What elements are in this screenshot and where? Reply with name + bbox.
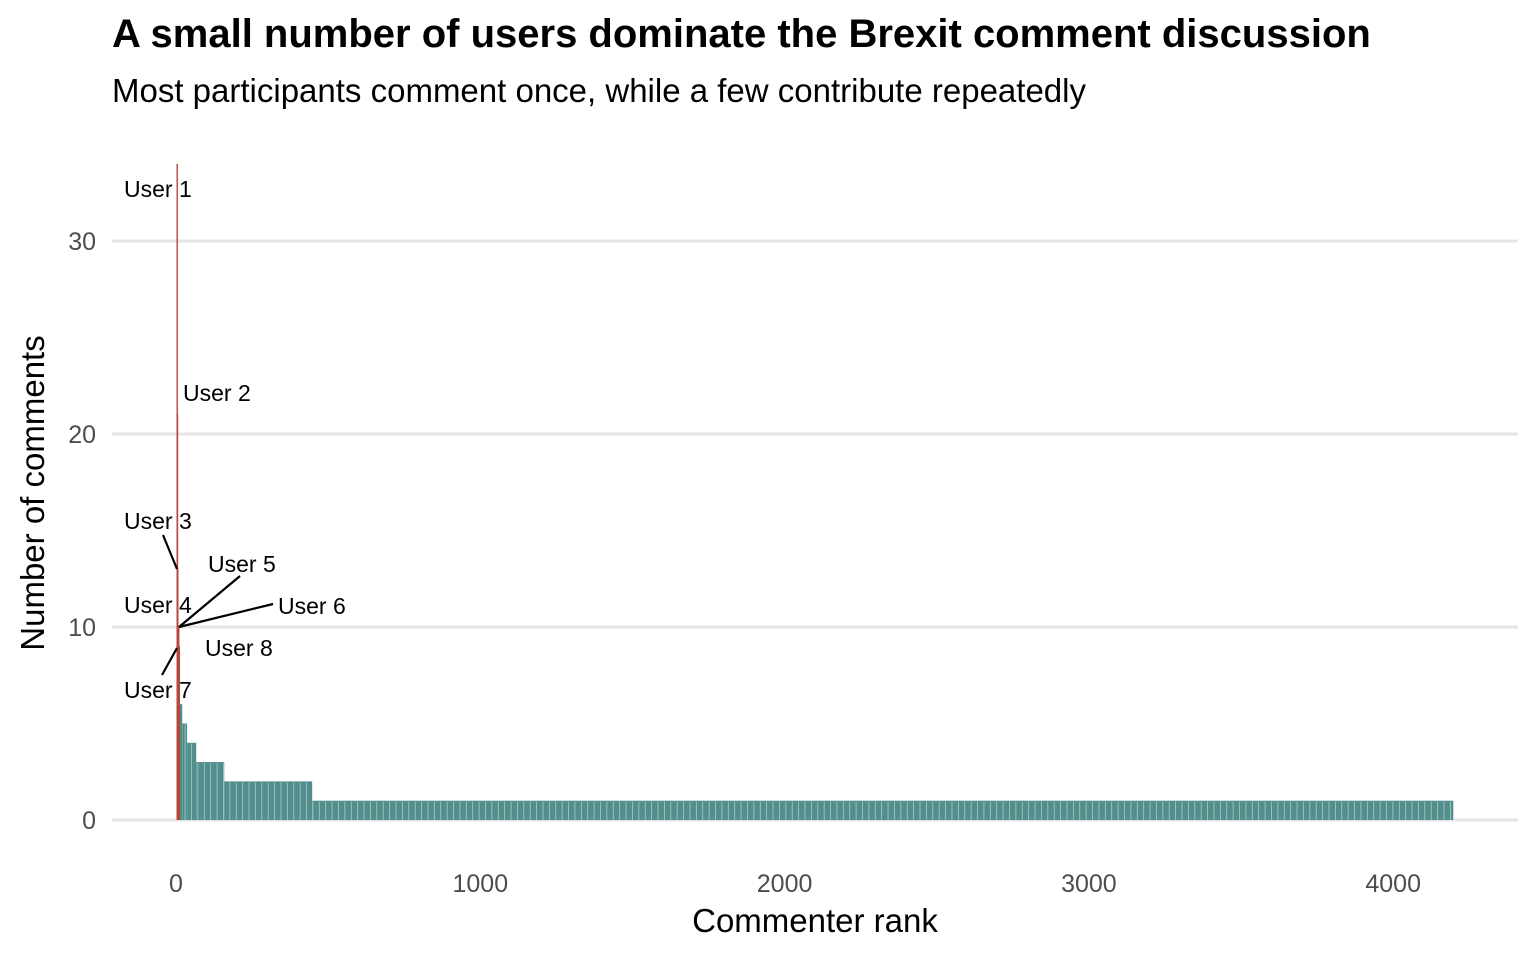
bar-step	[196, 762, 225, 820]
y-tick-label: 0	[82, 807, 96, 835]
annotation-label: User 3	[124, 508, 192, 534]
x-tick-label: 3000	[1061, 870, 1117, 898]
annotation-label: User 2	[183, 380, 251, 406]
bar-step	[178, 704, 183, 820]
x-tick-label: 2000	[757, 870, 813, 898]
leader-line	[178, 602, 274, 629]
chart-title: A small number of users dominate the Bre…	[112, 12, 1371, 56]
chart-subtitle: Most participants comment once, while a …	[112, 72, 1086, 109]
x-tick-label: 1000	[452, 870, 508, 898]
x-axis-ticks: 0 1000 2000 3000 4000	[169, 870, 1421, 898]
annotation-label: User 1	[124, 176, 192, 202]
bar-step	[312, 800, 1454, 820]
annotation-label: User 6	[278, 593, 346, 619]
annotation-label: User 7	[124, 677, 192, 703]
y-tick-label: 10	[68, 614, 96, 642]
leader-line	[161, 534, 179, 570]
top-user-bars	[176, 163, 181, 821]
y-tick-label: 20	[68, 421, 96, 449]
annotation-label: User 5	[208, 551, 276, 577]
x-axis-title: Commenter rank	[692, 902, 938, 939]
y-axis-title: Number of comments	[14, 335, 51, 650]
x-tick-label: 4000	[1365, 870, 1421, 898]
y-axis-ticks: 0 10 20 30	[68, 228, 96, 835]
y-tick-label: 30	[68, 228, 96, 256]
grid-lines	[112, 239, 1518, 822]
leader-line	[161, 647, 178, 676]
top-user-bar	[178, 646, 181, 820]
annotation-label: User 4	[124, 592, 192, 618]
bars	[178, 704, 1454, 820]
annotation-leader-lines	[161, 534, 274, 676]
x-tick-label: 0	[169, 870, 183, 898]
annotation-label: User 8	[205, 635, 273, 661]
bar-separators	[184, 724, 1451, 820]
leader-line	[178, 575, 241, 628]
bar-step	[182, 723, 188, 820]
